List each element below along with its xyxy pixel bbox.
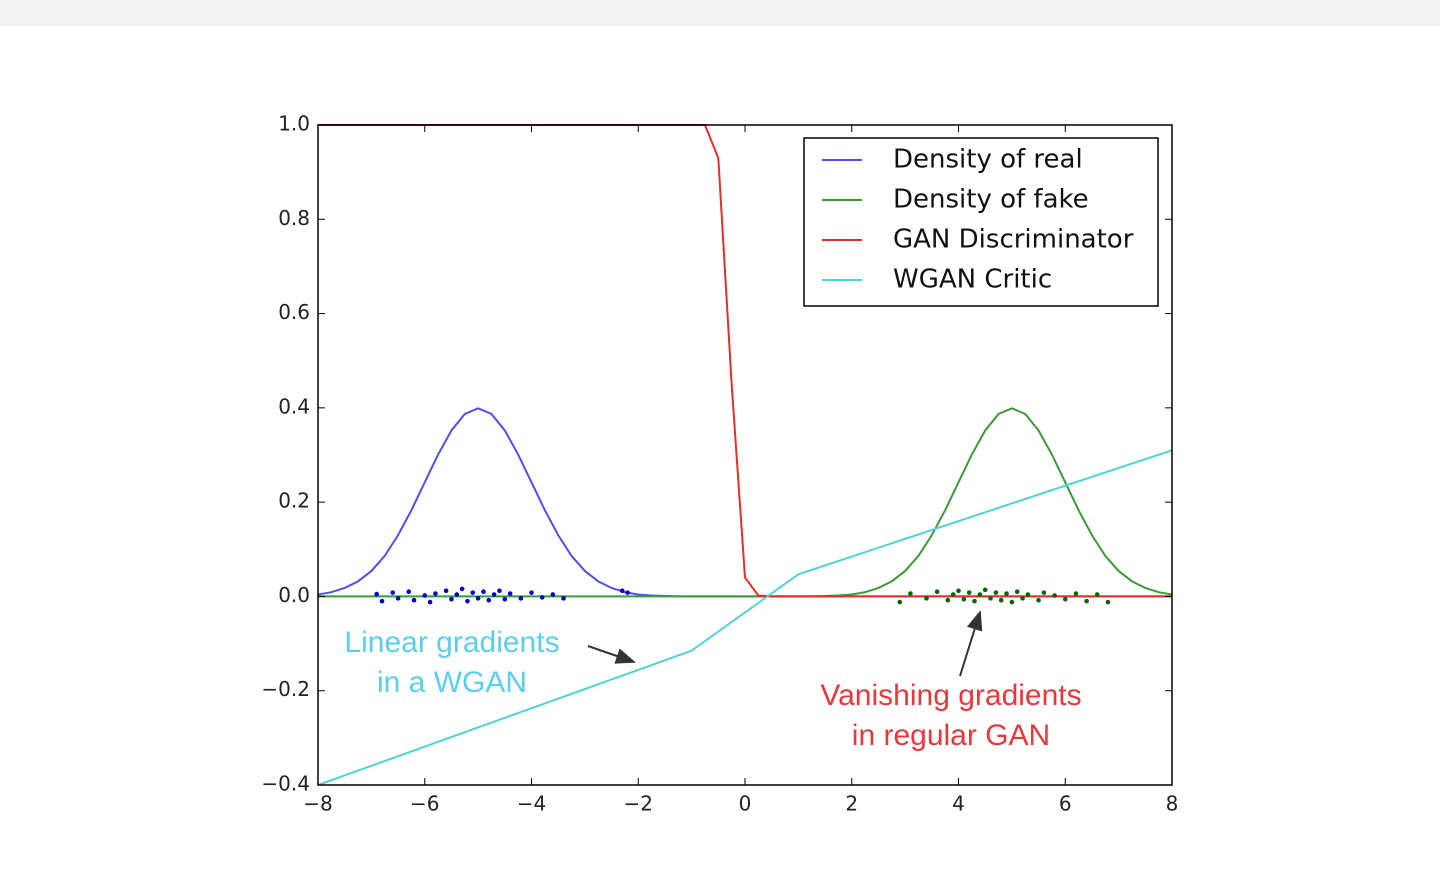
- sample-point: [449, 596, 454, 602]
- annotation-text: in a WGAN: [377, 666, 527, 699]
- y-tick-label: 0.8: [278, 206, 310, 230]
- y-tick-label: 1.0: [278, 112, 310, 136]
- sample-point: [539, 595, 545, 600]
- annotation-arrow: [959, 610, 983, 677]
- sample-point: [486, 597, 492, 603]
- sample-point: [966, 590, 972, 595]
- sample-point: [977, 592, 983, 597]
- annotation-text: Vanishing gradients: [820, 679, 1081, 712]
- x-tick-label: −2: [624, 792, 653, 816]
- sample-point: [1009, 599, 1015, 605]
- annotation-arrow: [587, 645, 636, 664]
- sample-point: [561, 596, 566, 601]
- x-tick-label: 6: [1059, 792, 1072, 816]
- sample-point: [395, 596, 401, 601]
- sample-point: [1073, 591, 1079, 596]
- y-tick-label: −0.4: [261, 772, 310, 796]
- sample-point: [1004, 591, 1009, 596]
- sample-point: [459, 586, 465, 592]
- sample-point: [1041, 590, 1047, 595]
- legend-label: WGAN Critic: [893, 265, 1052, 295]
- sample-point: [470, 590, 476, 595]
- sample-point: [1105, 599, 1111, 605]
- sample-point: [625, 590, 630, 595]
- sample-point: [454, 592, 460, 597]
- series-line: [318, 407, 1172, 598]
- y-tick-label: 0.0: [278, 583, 310, 607]
- sample-point: [443, 588, 449, 594]
- sample-point: [550, 592, 556, 597]
- sample-point: [993, 590, 999, 595]
- sample-point: [1020, 596, 1025, 601]
- sample-point: [1014, 589, 1020, 595]
- sample-point: [1036, 597, 1041, 603]
- sample-point: [924, 596, 929, 601]
- x-tick-label: 0: [739, 792, 752, 816]
- sample-point: [379, 598, 385, 604]
- sample-point: [619, 588, 625, 594]
- series-line: [318, 449, 1172, 786]
- sample-point: [465, 598, 470, 604]
- sample-point: [390, 590, 396, 595]
- sample-point: [374, 591, 380, 597]
- y-tick-label: 0.2: [278, 489, 310, 513]
- top-bar: [0, 0, 1440, 26]
- sample-point: [1025, 592, 1031, 597]
- sample-point: [481, 589, 486, 595]
- sample-point: [934, 589, 940, 595]
- sample-point: [956, 588, 961, 594]
- legend-label: GAN Discriminator: [893, 225, 1134, 255]
- x-tick-label: 8: [1166, 792, 1179, 816]
- sample-point: [908, 591, 913, 596]
- sample-point: [475, 596, 481, 601]
- x-tick-label: −6: [410, 792, 439, 816]
- sample-point: [988, 596, 993, 601]
- sample-point: [1084, 598, 1089, 604]
- sample-point: [982, 587, 988, 593]
- sample-point: [961, 596, 967, 602]
- x-tick-label: −8: [303, 792, 332, 816]
- y-tick-label: 0.4: [278, 394, 310, 418]
- sample-point: [945, 597, 951, 603]
- sample-point: [518, 596, 524, 601]
- sample-point: [433, 591, 438, 596]
- sample-point: [406, 589, 412, 595]
- sample-point: [422, 593, 428, 598]
- sample-point: [998, 597, 1004, 603]
- annotation-text: in regular GAN: [852, 719, 1050, 752]
- annotation-text: Linear gradients: [344, 626, 559, 659]
- sample-point: [491, 592, 497, 597]
- sample-point: [1062, 596, 1068, 602]
- y-tick-label: 0.6: [278, 300, 310, 324]
- y-tick-label: −0.2: [261, 677, 310, 701]
- legend-label: Density of real: [893, 145, 1083, 175]
- sample-point: [972, 598, 977, 604]
- sample-point: [950, 592, 956, 597]
- x-tick-label: 2: [845, 792, 858, 816]
- sample-point: [497, 588, 502, 594]
- legend-box: [803, 137, 1159, 307]
- sample-point: [411, 597, 417, 603]
- legend-label: Density of fake: [893, 185, 1089, 215]
- sample-point: [1094, 592, 1100, 597]
- sample-point: [897, 599, 903, 605]
- sample-point: [427, 599, 433, 605]
- x-tick-label: 4: [952, 792, 965, 816]
- sample-point: [502, 596, 508, 602]
- sample-point: [1052, 593, 1057, 598]
- legend: Density of real Density of fake GAN Discri…: [803, 137, 1159, 307]
- x-tick-label: −4: [517, 792, 546, 816]
- sample-point: [529, 590, 534, 595]
- sample-point: [507, 591, 513, 596]
